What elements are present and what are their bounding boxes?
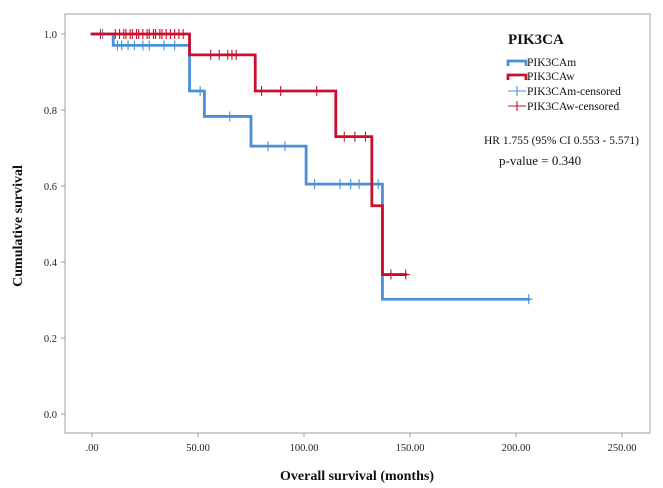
censor-mark-pik3cam — [374, 179, 383, 190]
censor-mark-pik3caw — [386, 269, 395, 280]
censor-mark-pik3cam — [280, 141, 289, 152]
legend-swatch-pik3caw — [506, 73, 528, 80]
y-tick-label: 1.0 — [44, 30, 57, 41]
censor-mark-pik3cam — [160, 40, 169, 51]
censor-mark-pik3cam — [225, 111, 234, 122]
series-line-pik3caw — [90, 32, 408, 276]
censor-mark-pik3caw — [312, 86, 321, 96]
censor-mark-pik3cam — [346, 179, 355, 190]
y-axis-ticks: 0.0 0.2 0.4 0.6 0.8 1.0 — [44, 30, 65, 421]
censor-mark-pik3caw — [257, 86, 266, 96]
censor-mark-pik3caw — [361, 131, 370, 142]
legend-label-pik3cam-censored: PIK3CAm-censored — [527, 86, 621, 98]
censor-mark-pik3cam — [130, 40, 139, 51]
y-tick-label: 0.8 — [44, 106, 57, 117]
censor-mark-pik3caw — [206, 49, 215, 60]
x-tick-label: 250.00 — [608, 443, 637, 454]
y-axis-title: Cumulative survival — [11, 165, 26, 287]
legend-swatch-pik3caw-censored — [508, 101, 526, 111]
censor-mark-pik3cam — [355, 179, 364, 190]
censor-mark-pik3caw — [96, 29, 105, 39]
x-axis-ticks: .00 50.00 100.00 150.00 200.00 250.00 — [85, 433, 636, 454]
hazard-ratio-annotation: HR 1.755 (95% CI 0.553 - 5.571) — [484, 135, 639, 147]
censor-mark-pik3caw — [340, 131, 349, 142]
censor-mark-pik3cam — [524, 294, 533, 305]
x-tick-label: 100.00 — [290, 443, 319, 454]
censor-mark-pik3caw — [232, 49, 241, 60]
censor-mark-pik3cam — [310, 179, 319, 190]
y-tick-label: 0.2 — [44, 334, 57, 345]
legend-label-pik3caw-censored: PIK3CAw-censored — [527, 101, 619, 113]
censor-mark-pik3caw — [401, 269, 410, 280]
legend-swatch-pik3cam-censored — [508, 86, 526, 96]
y-tick-label: 0.4 — [44, 258, 58, 269]
censor-mark-pik3cam — [145, 40, 154, 51]
legend-swatches — [506, 59, 528, 111]
y-tick-label: 0.6 — [44, 182, 57, 193]
censor-mark-pik3cam — [336, 179, 345, 190]
censor-mark-pik3cam — [196, 86, 205, 96]
x-axis-title: Overall survival (months) — [280, 469, 434, 484]
censor-mark-pik3cam — [263, 141, 272, 152]
censor-mark-pik3caw — [179, 29, 188, 39]
legend-label-pik3cam: PIK3CAm — [527, 57, 576, 69]
x-tick-label: 200.00 — [502, 443, 531, 454]
x-tick-label: 50.00 — [186, 443, 210, 454]
plot-area-frame — [64, 13, 651, 434]
censor-mark-pik3caw — [276, 86, 285, 96]
censor-mark-pik3cam — [170, 40, 179, 51]
x-tick-label: .00 — [85, 443, 98, 454]
y-tick-label: 0.0 — [44, 410, 57, 421]
p-value-annotation: p-value = 0.340 — [499, 153, 581, 168]
legend-swatch-pik3cam — [506, 59, 528, 66]
legend-title: PIK3CA — [508, 32, 564, 48]
x-tick-label: 150.00 — [396, 443, 425, 454]
series-layer — [90, 29, 533, 305]
censor-mark-pik3caw — [350, 131, 359, 142]
censor-mark-pik3caw — [215, 49, 224, 60]
legend: PIK3CA PIK3CAm PIK3CAw PIK3CAm-censored … — [506, 32, 621, 113]
legend-label-pik3caw: PIK3CAw — [527, 71, 575, 83]
